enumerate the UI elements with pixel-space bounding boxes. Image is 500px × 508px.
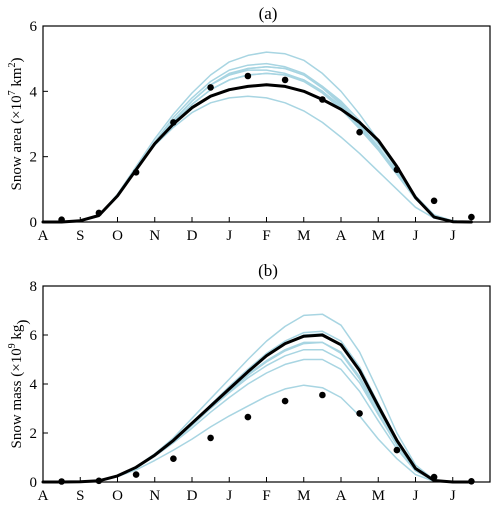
panel-b-xtick-label: A bbox=[336, 488, 347, 504]
panel-a-ytick-label: 0 bbox=[30, 215, 38, 231]
panel-a-obs-point bbox=[58, 216, 65, 223]
panel-b-obs-point bbox=[356, 410, 363, 417]
panel-a-plot: 0 2 4 6 A S O N D J F M A M J J bbox=[30, 19, 491, 244]
panel-b-axes-frame bbox=[42, 285, 491, 483]
panel-a-obs-point bbox=[95, 209, 103, 217]
panel-a-observations bbox=[58, 72, 475, 223]
panel-a-obs-point bbox=[430, 197, 438, 205]
panel-b-xtick-label: A bbox=[38, 488, 49, 504]
panel-b-xtick-label: J bbox=[226, 488, 232, 504]
panel-b-title: (b) bbox=[258, 261, 278, 280]
panel-a-xtick-label: D bbox=[187, 228, 198, 244]
panel-b-xtick-label: J bbox=[450, 488, 456, 504]
panel-b-plot: 0 2 4 6 8 A S O N D J F M A M J J bbox=[30, 279, 491, 504]
panel-a-xtick-label: M bbox=[297, 228, 310, 244]
panel-a-ylabel: Snow area (×107 km2) bbox=[7, 57, 25, 190]
panel-a-obs-point bbox=[319, 96, 326, 103]
panel-a-obs-point bbox=[207, 84, 214, 91]
panel-a-mean bbox=[41, 83, 473, 224]
panel-b: (b) Snow mass (×109 kg) 0 2 4 6 8 A S O N D J F M A M J… bbox=[7, 261, 491, 504]
panel-b-ytick-label: 2 bbox=[30, 426, 38, 442]
panel-b-obs-point bbox=[281, 397, 289, 405]
panel-b-ytick-label: 0 bbox=[30, 475, 38, 491]
panel-a-xtick-label: J bbox=[450, 228, 456, 244]
panel-b-xtick-label: D bbox=[187, 488, 198, 504]
panel-b-obs-point bbox=[468, 478, 475, 485]
panel-a-obs-point bbox=[393, 166, 401, 173]
panel-a: (a) Snow area (×107 km2) 0 2 4 6 A S O N D J F M A M J… bbox=[7, 4, 491, 244]
panel-a-xtick-label: J bbox=[413, 228, 419, 244]
panel-b-xtick-label: F bbox=[262, 488, 270, 504]
panel-b-ytick-label: 6 bbox=[30, 328, 38, 344]
panel-a-xtick-label: F bbox=[262, 228, 270, 244]
panel-b-obs-point bbox=[132, 471, 140, 478]
panel-a-xtick-label: S bbox=[76, 228, 84, 244]
panel-b-ytick-label: 8 bbox=[30, 279, 38, 295]
panel-a-member-line-2 bbox=[42, 51, 473, 223]
panel-a-mean-line bbox=[41, 83, 473, 224]
panel-b-xtick-label: S bbox=[76, 488, 84, 504]
panel-b-member-line-3 bbox=[42, 384, 473, 483]
panel-a-axes-frame bbox=[42, 25, 491, 223]
panel-b-obs-point bbox=[95, 477, 103, 485]
panel-a-xtick-label: A bbox=[336, 228, 347, 244]
panel-b-mean-line bbox=[41, 333, 473, 484]
panel-b-mean bbox=[41, 333, 473, 484]
panel-b-obs-point bbox=[430, 473, 438, 481]
panel-b-member-line-4 bbox=[42, 358, 473, 483]
panel-b-observations bbox=[58, 391, 475, 485]
panel-b-obs-point bbox=[244, 413, 252, 421]
panel-a-ytick-label: 2 bbox=[30, 150, 38, 166]
panel-a-ensemble-members bbox=[42, 51, 473, 223]
panel-a-ytick-label: 4 bbox=[30, 84, 38, 100]
panel-a-obs-point bbox=[244, 72, 252, 80]
panel-a-xtick-label: M bbox=[372, 228, 385, 244]
panel-b-obs-point bbox=[319, 391, 326, 399]
panel-b-obs-point bbox=[207, 434, 214, 442]
panel-a-obs-point bbox=[132, 169, 140, 176]
panel-a-ytick-label: 6 bbox=[30, 19, 38, 35]
panel-a-title: (a) bbox=[259, 4, 278, 23]
panel-b-ylabel: Snow mass (×109 kg) bbox=[7, 320, 31, 449]
panel-a-obs-point bbox=[356, 128, 363, 136]
panel-a-obs-point bbox=[281, 76, 289, 84]
panel-a-obs-point bbox=[468, 213, 475, 221]
panel-b-xtick-label: M bbox=[297, 488, 310, 504]
panel-a-xtick-label: J bbox=[226, 228, 232, 244]
panel-b-xtick-label: J bbox=[413, 488, 419, 504]
panel-a-xtick-label: O bbox=[112, 228, 123, 244]
panel-b-obs-point bbox=[393, 446, 401, 454]
panel-a-member-line-3 bbox=[42, 95, 473, 223]
panel-b-ytick-label: 4 bbox=[30, 377, 38, 393]
panel-b-obs-point bbox=[170, 455, 177, 463]
panel-a-obs-point bbox=[170, 119, 177, 126]
panel-b-xtick-label: O bbox=[112, 488, 123, 504]
panel-a-xtick-label: A bbox=[38, 228, 49, 244]
panel-b-xtick-label: N bbox=[149, 488, 160, 504]
panel-a-xtick-label: N bbox=[149, 228, 160, 244]
panel-b-xtick-label: M bbox=[372, 488, 385, 504]
